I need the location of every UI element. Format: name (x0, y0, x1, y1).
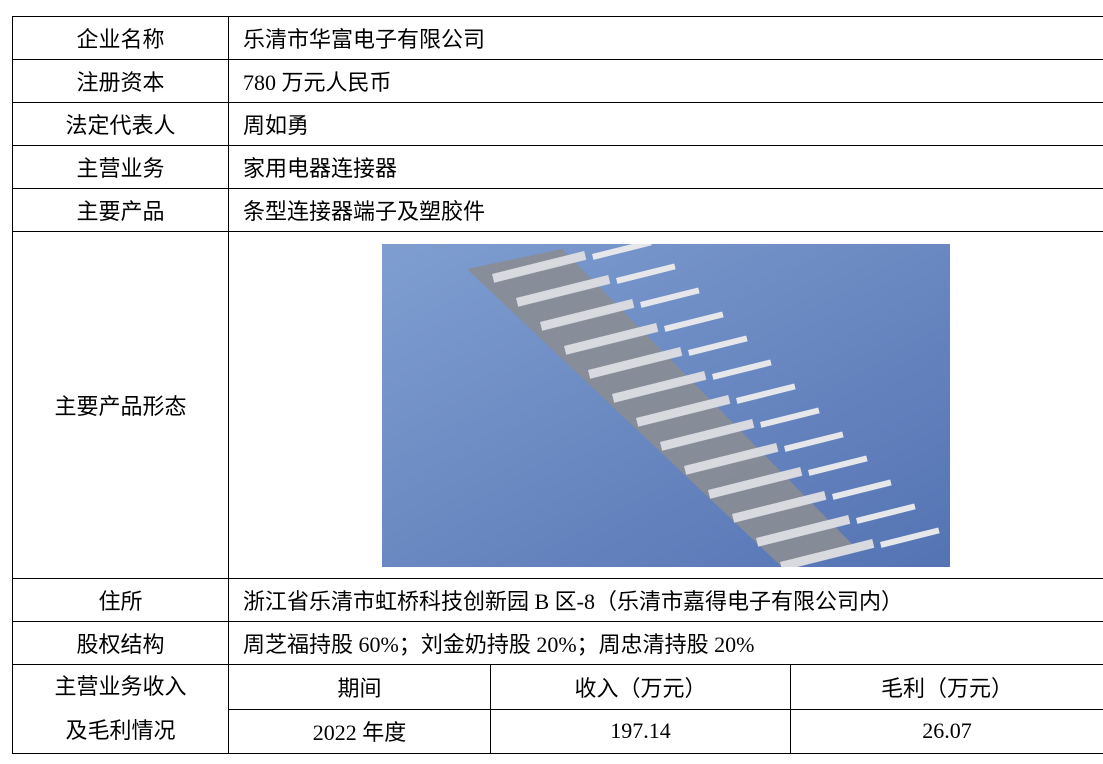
value-cell: 乐清市华富电子有限公司 (227, 16, 1103, 60)
label-cell: 主营业务 (12, 145, 229, 189)
row: 企业名称 乐清市华富电子有限公司 (12, 16, 1103, 60)
header-cell: 收入（万元） (490, 664, 791, 710)
row: 法定代表人 周如勇 (12, 102, 1103, 146)
value-cell: 周芝福持股 60%；刘金奶持股 20%；周忠清持股 20% (227, 621, 1103, 665)
value-cell: 家用电器连接器 (227, 145, 1103, 189)
label-cell: 注册资本 (12, 59, 229, 103)
row: 主要产品形态 (12, 231, 1103, 579)
header-cell: 期间 (228, 664, 491, 710)
label-cell: 主要产品形态 (12, 231, 229, 579)
label-cell: 股权结构 (12, 621, 229, 665)
value-cell: 780 万元人民币 (227, 59, 1103, 103)
label-line: 主营业务收入 (54, 674, 187, 699)
label-line: 及毛利情况 (65, 718, 176, 743)
data-cell: 2022 年度 (228, 708, 491, 754)
data-cell: 26.07 (789, 708, 1103, 754)
data-cell: 197.14 (490, 708, 791, 754)
label-cell: 法定代表人 (12, 102, 229, 146)
label-cell: 企业名称 (12, 16, 229, 60)
value-cell: 周如勇 (227, 102, 1103, 146)
header-cell: 毛利（万元） (789, 664, 1103, 710)
value-cell: 条型连接器端子及塑胶件 (227, 188, 1103, 232)
row: 2022 年度 197.14 26.07 (13, 708, 1103, 754)
company-table: 企业名称 乐清市华富电子有限公司 注册资本 780 万元人民币 法定代表人 周如勇 主营业务… (12, 16, 1103, 754)
label-cell: 主营业务收入 及毛利情况 (12, 664, 229, 754)
row: 主要产品 条型连接器端子及塑胶件 (12, 188, 1103, 232)
row: 主营业务 家用电器连接器 (12, 145, 1103, 189)
label-cell: 主要产品 (12, 188, 229, 232)
label-cell: 住所 (12, 578, 229, 622)
row: 股权结构 周芝福持股 60%；刘金奶持股 20%；周忠清持股 20% (12, 621, 1103, 665)
row: 住所 浙江省乐清市虹桥科技创新园 B 区-8（乐清市嘉得电子有限公司内） (12, 578, 1103, 622)
value-cell: 浙江省乐清市虹桥科技创新园 B 区-8（乐清市嘉得电子有限公司内） (227, 578, 1103, 622)
row: 注册资本 780 万元人民币 (12, 59, 1103, 103)
row: 主营业务收入 及毛利情况 期间 收入（万元） 毛利（万元） (12, 664, 1103, 754)
product-photo (382, 243, 951, 567)
image-cell (227, 231, 1103, 579)
